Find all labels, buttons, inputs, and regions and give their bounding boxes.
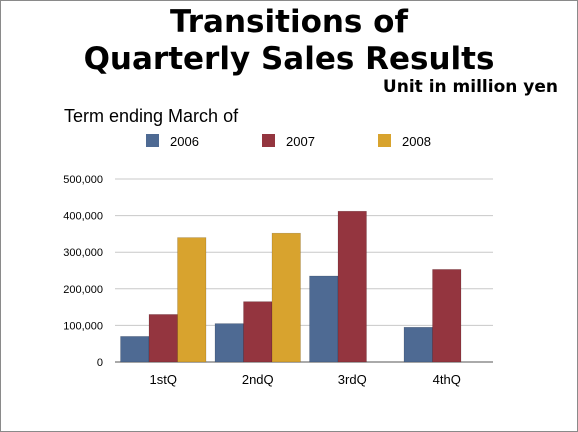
bar-2006-2ndQ bbox=[214, 323, 244, 363]
legend-label-2008: 2008 bbox=[402, 134, 431, 149]
x-tick-label: 2ndQ bbox=[242, 372, 274, 387]
bar-2007-1stQ bbox=[148, 314, 178, 363]
y-tick-label: 100,000 bbox=[63, 320, 103, 332]
bar-2008-1stQ bbox=[177, 237, 207, 363]
bars bbox=[120, 210, 462, 363]
unit-label: Unit in million yen bbox=[382, 77, 558, 97]
y-tick-label: 300,000 bbox=[63, 247, 103, 259]
legend-label-2006: 2006 bbox=[170, 134, 199, 149]
legend-label-2007: 2007 bbox=[286, 134, 315, 149]
x-tick-label: 4thQ bbox=[433, 372, 461, 387]
chart-title-line-1: Transitions of bbox=[170, 4, 408, 40]
chart-title-line-2: Quarterly Sales Results bbox=[83, 41, 495, 77]
legend-swatch-2007 bbox=[262, 134, 275, 147]
bar-2006-4thQ bbox=[403, 326, 433, 363]
y-tick-label: 500,000 bbox=[63, 174, 103, 186]
legend: 2006 2007 2008 bbox=[146, 134, 431, 149]
bar-2007-3rdQ bbox=[337, 210, 367, 363]
bar-2007-2ndQ bbox=[243, 301, 273, 363]
x-tick-label: 1stQ bbox=[150, 372, 177, 387]
y-tick-label: 400,000 bbox=[63, 211, 103, 223]
y-axis-ticks: 0 100,000 200,000 300,000 400,000 500,000 bbox=[63, 174, 103, 369]
x-axis-ticks: 1stQ 2ndQ 3rdQ 4thQ bbox=[150, 372, 461, 387]
legend-title: Term ending March of bbox=[64, 106, 239, 126]
bar-2007-4thQ bbox=[432, 269, 462, 363]
bar-2008-2ndQ bbox=[271, 232, 301, 363]
x-tick-label: 3rdQ bbox=[338, 372, 367, 387]
legend-swatch-2008 bbox=[378, 134, 391, 147]
bar-2006-1stQ bbox=[120, 336, 150, 363]
legend-swatch-2006 bbox=[146, 134, 159, 147]
bar-2006-3rdQ bbox=[309, 275, 339, 363]
y-tick-label: 0 bbox=[97, 357, 103, 369]
y-tick-label: 200,000 bbox=[63, 284, 103, 296]
